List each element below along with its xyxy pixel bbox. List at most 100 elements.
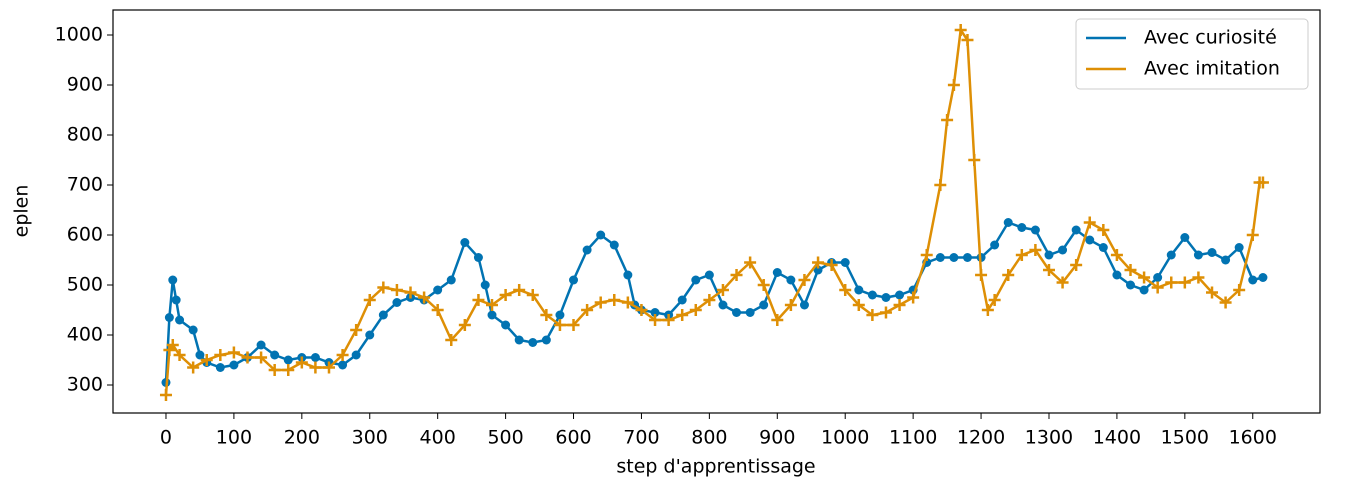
marker [486, 299, 499, 311]
y-tick-label: 1000 [55, 24, 103, 46]
marker [730, 269, 743, 281]
marker [1058, 245, 1068, 255]
marker [962, 253, 972, 262]
marker [1029, 244, 1042, 256]
marker [310, 353, 320, 362]
y-tick-label: 400 [67, 324, 103, 346]
marker [295, 356, 308, 369]
marker [1166, 250, 1176, 260]
marker [553, 319, 566, 331]
marker [716, 284, 729, 296]
marker [460, 238, 470, 247]
marker [445, 334, 458, 346]
marker [1192, 271, 1205, 284]
marker [594, 296, 607, 309]
y-tick-label: 600 [67, 224, 103, 246]
marker [338, 360, 348, 370]
marker [968, 154, 981, 166]
marker [1056, 276, 1069, 289]
legend-label: Avec curiosité [1144, 27, 1277, 49]
marker [703, 294, 716, 306]
marker [920, 249, 933, 261]
marker [867, 290, 877, 300]
x-tick-label: 0 [160, 427, 172, 449]
x-tick-label: 1000 [821, 427, 869, 449]
marker [1125, 280, 1135, 290]
marker [961, 34, 974, 46]
legend-label: Avec imitation [1144, 58, 1280, 80]
marker [895, 290, 905, 300]
marker [825, 259, 838, 271]
y-tick-label: 700 [67, 174, 103, 196]
marker [1219, 296, 1232, 309]
marker [1246, 229, 1259, 241]
marker [404, 286, 417, 299]
legend-box [1075, 18, 1309, 90]
marker [188, 325, 198, 335]
x-tick-label: 600 [555, 427, 591, 449]
marker [322, 361, 335, 374]
marker [677, 295, 687, 305]
marker [433, 285, 443, 295]
marker [649, 314, 662, 326]
marker [772, 268, 782, 277]
marker [1030, 225, 1040, 235]
marker [166, 339, 179, 351]
marker [1002, 269, 1015, 281]
marker [528, 338, 538, 347]
x-tick-label: 400 [420, 427, 456, 449]
x-tick-label: 200 [284, 427, 320, 449]
marker [229, 360, 239, 370]
marker [227, 346, 240, 359]
marker [1044, 250, 1054, 260]
marker [1110, 249, 1123, 261]
marker [241, 351, 254, 364]
marker [621, 296, 634, 309]
marker [1071, 225, 1081, 235]
marker [881, 293, 891, 302]
marker [623, 270, 633, 280]
marker [1206, 286, 1218, 299]
marker [159, 389, 172, 401]
marker [981, 304, 994, 316]
marker [608, 294, 621, 306]
marker [446, 275, 456, 285]
marker [1139, 285, 1149, 295]
y-tick-label: 800 [67, 124, 103, 146]
marker [1207, 248, 1217, 257]
marker [350, 324, 363, 336]
marker [988, 294, 1001, 306]
marker [1248, 275, 1258, 285]
marker [175, 315, 185, 325]
y-tick-label: 900 [67, 74, 103, 96]
x-tick-label: 1400 [1093, 427, 1141, 449]
y-axis-label: eplen [11, 185, 33, 238]
marker [377, 281, 390, 294]
x-tick-label: 100 [216, 427, 252, 449]
marker [689, 304, 702, 316]
marker [1015, 249, 1028, 261]
marker [879, 306, 892, 319]
marker [732, 308, 742, 317]
marker [214, 349, 227, 361]
marker [1017, 223, 1027, 232]
x-tick-label: 1600 [1229, 427, 1277, 449]
marker [581, 304, 594, 316]
marker [839, 284, 852, 296]
marker [1042, 264, 1055, 276]
marker [1153, 273, 1163, 282]
marker [854, 285, 864, 295]
x-tick-label: 500 [487, 427, 523, 449]
x-tick-label: 900 [759, 427, 795, 449]
marker [1138, 271, 1151, 284]
marker [757, 279, 770, 291]
marker [567, 319, 580, 331]
x-axis-label: step d'apprentissage [616, 456, 815, 478]
x-tick-label: 300 [352, 427, 388, 449]
marker [270, 350, 280, 360]
marker [215, 363, 225, 372]
marker [1003, 218, 1013, 227]
marker [934, 179, 947, 191]
marker [893, 299, 906, 311]
